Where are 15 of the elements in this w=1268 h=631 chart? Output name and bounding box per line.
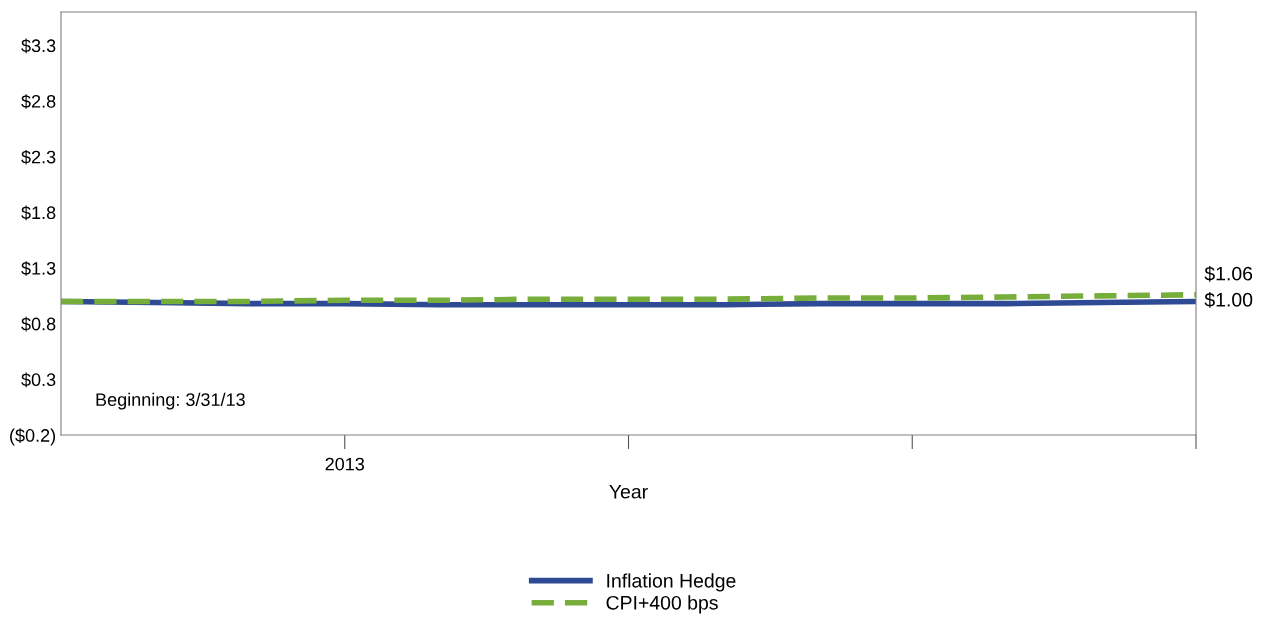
y-tick-label: $1.8 (21, 205, 56, 221)
y-tick-label: $0.8 (21, 316, 56, 332)
legend-label: CPI+400 bps (606, 595, 718, 614)
x-axis-title: Year (609, 485, 648, 499)
y-tick-label: $0.3 (21, 372, 56, 388)
text: 2013 (325, 457, 365, 471)
y-tick-label: $2.3 (21, 149, 56, 165)
data-label: $1.06 (1204, 265, 1253, 282)
legend-label: Inflation Hedge (607, 573, 736, 592)
y-tick-label: ($0.2) (10, 428, 56, 446)
y-tick-label: $1.3 (21, 261, 56, 276)
annotation: Beginning: 3/31/13 (96, 392, 245, 410)
data-label: $1.00 (1204, 292, 1253, 308)
y-tick-label: $2.8 (21, 94, 56, 109)
y-tick-label: $3.3 (21, 38, 56, 54)
